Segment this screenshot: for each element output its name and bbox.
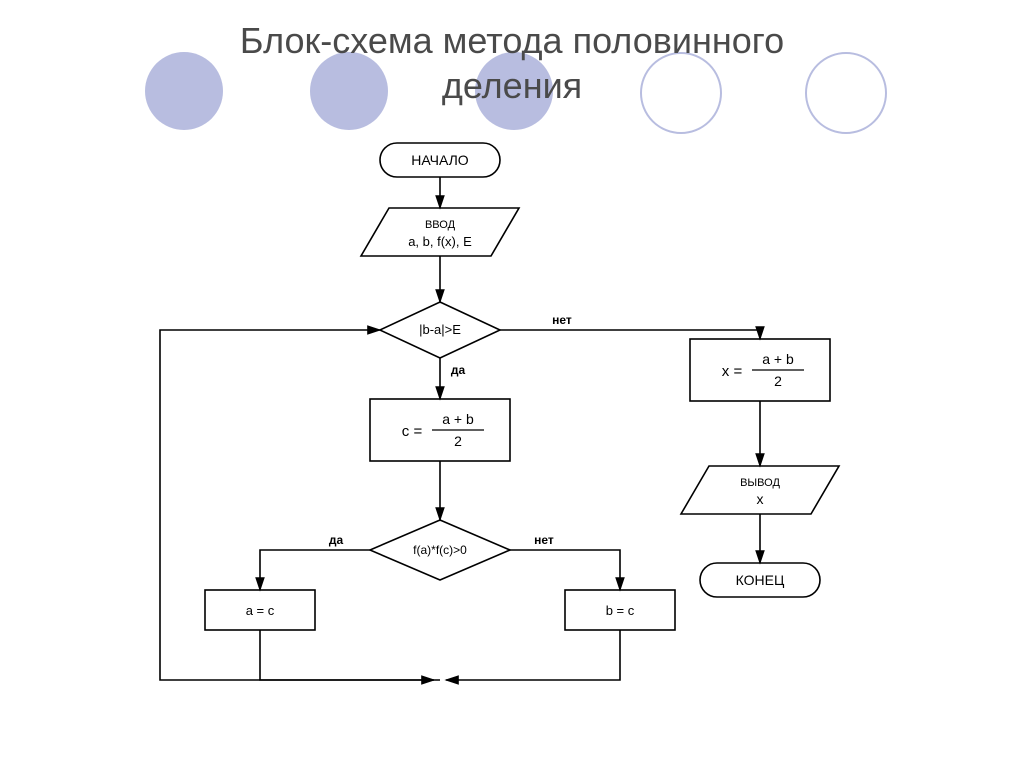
svg-text:2: 2	[454, 433, 462, 449]
svg-text:ВЫВОД: ВЫВОД	[740, 477, 780, 489]
svg-text:КОНЕЦ: КОНЕЦ	[736, 572, 785, 588]
svg-text:2: 2	[774, 373, 782, 389]
flowchart-diagram: НАЧАЛО ВВОД a, b, f(x), E |b-a|>E c = a + b 2 f…	[120, 140, 920, 740]
svg-text:a = c: a = c	[246, 603, 275, 618]
svg-text:да: да	[329, 533, 344, 547]
svg-text:да: да	[451, 363, 466, 377]
svg-text:нет: нет	[534, 533, 554, 547]
svg-text:c =: c =	[402, 423, 423, 440]
svg-text:x: x	[757, 491, 764, 507]
title-line-1: Блок-схема метода половинного	[240, 20, 784, 61]
title-line-2: деления	[442, 65, 582, 106]
svg-text:ВВОД: ВВОД	[425, 219, 456, 231]
svg-text:нет: нет	[552, 313, 572, 327]
svg-text:b = c: b = c	[606, 603, 635, 618]
svg-text:x =: x =	[722, 363, 743, 380]
svg-text:a, b, f(x), E: a, b, f(x), E	[408, 234, 472, 249]
svg-text:НАЧАЛО: НАЧАЛО	[411, 152, 469, 168]
svg-text:a + b: a + b	[442, 411, 474, 427]
slide-title: Блок-схема метода половинного деления	[0, 0, 1024, 108]
svg-text:a + b: a + b	[762, 351, 794, 367]
svg-text:f(a)*f(c)>0: f(a)*f(c)>0	[413, 543, 467, 557]
svg-text:|b-a|>E: |b-a|>E	[419, 322, 461, 337]
